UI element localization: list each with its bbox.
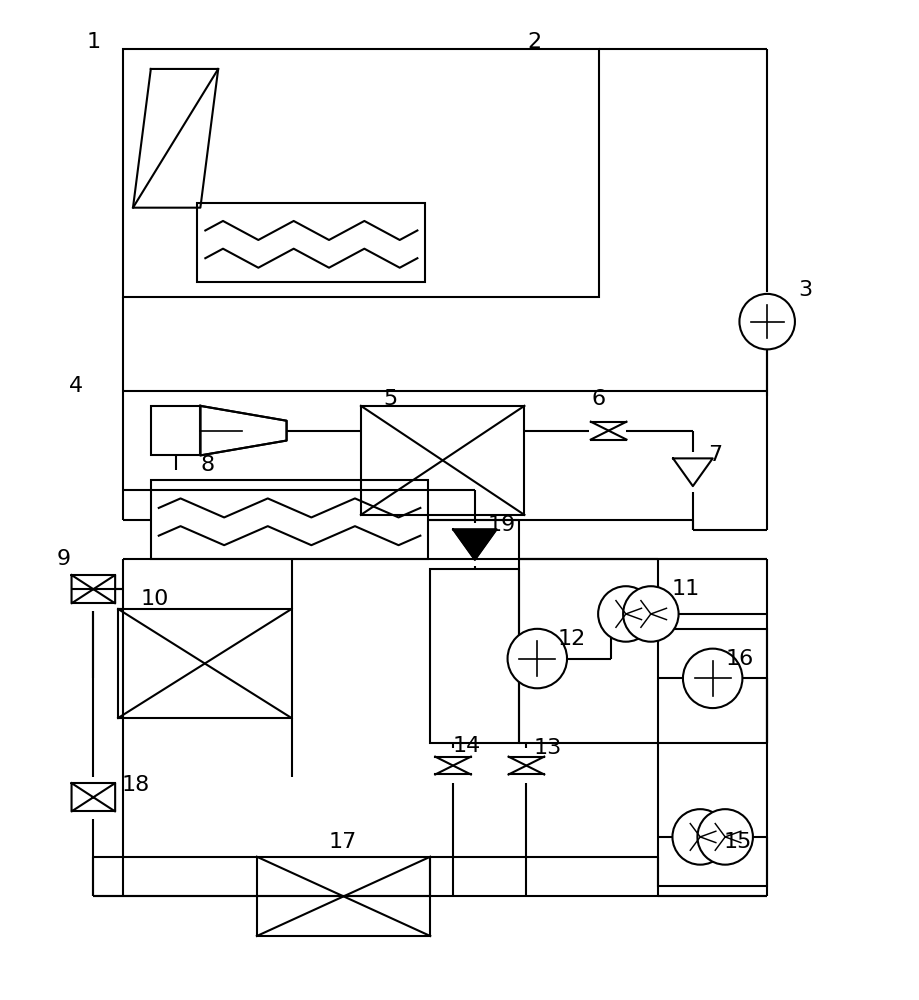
Bar — [151, 406, 200, 455]
Circle shape — [740, 294, 795, 349]
Text: 19: 19 — [487, 515, 516, 535]
Bar — [119, 609, 291, 718]
Text: 12: 12 — [558, 629, 586, 649]
Bar — [151, 480, 428, 559]
Text: 18: 18 — [122, 775, 150, 795]
Text: 11: 11 — [672, 579, 700, 599]
Text: 13: 13 — [533, 738, 562, 758]
Text: 5: 5 — [383, 389, 398, 409]
Polygon shape — [200, 406, 287, 455]
Text: 2: 2 — [528, 32, 541, 52]
Text: 4: 4 — [68, 376, 83, 396]
Circle shape — [698, 809, 753, 865]
Bar — [123, 49, 598, 297]
Circle shape — [673, 809, 728, 865]
Bar — [361, 406, 525, 515]
Text: 15: 15 — [723, 832, 752, 852]
Bar — [658, 629, 767, 886]
Bar — [256, 857, 430, 936]
Text: 3: 3 — [798, 280, 811, 300]
Bar — [430, 569, 519, 743]
Circle shape — [683, 649, 743, 708]
Text: 14: 14 — [453, 736, 481, 756]
Circle shape — [598, 586, 653, 642]
Text: 6: 6 — [592, 389, 606, 409]
Text: 1: 1 — [86, 32, 100, 52]
Circle shape — [623, 586, 678, 642]
Bar — [198, 203, 425, 282]
Text: 10: 10 — [141, 589, 169, 609]
Text: 7: 7 — [709, 445, 722, 465]
Text: 16: 16 — [725, 649, 754, 669]
Text: 17: 17 — [329, 832, 357, 852]
Text: 8: 8 — [200, 455, 214, 475]
Text: 9: 9 — [57, 549, 71, 569]
Circle shape — [507, 629, 567, 688]
Polygon shape — [453, 529, 496, 560]
